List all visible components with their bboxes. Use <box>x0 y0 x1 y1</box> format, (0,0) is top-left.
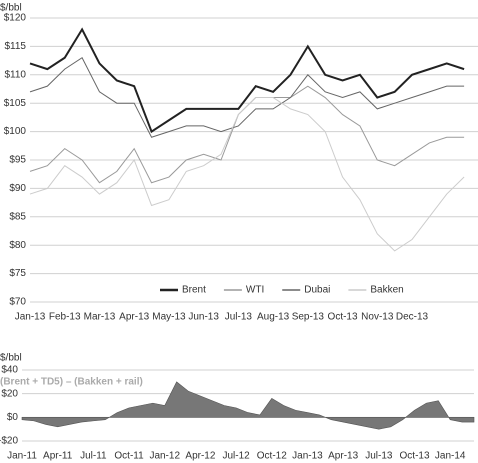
series-line <box>29 57 465 138</box>
y-tick-label: $20 <box>1 388 18 399</box>
y-tick-label: -$20 <box>0 436 18 447</box>
y-tick-label: $80 <box>9 240 26 251</box>
x-tick-label: Apr-13 <box>328 451 358 462</box>
y-tick-label: $90 <box>9 183 26 194</box>
x-tick-label: Jan-12 <box>149 451 180 462</box>
y-tick-label: $100 <box>4 126 27 137</box>
x-tick-label: Apr-12 <box>185 451 215 462</box>
x-tick-label: Sep-13 <box>292 312 325 323</box>
y-tick-label: $110 <box>4 69 26 80</box>
x-tick-label: Oct-11 <box>114 451 144 462</box>
legend-label: Brent <box>182 285 206 296</box>
y-tick-label: $70 <box>9 297 26 308</box>
x-tick-label: Nov-13 <box>361 312 394 323</box>
y-tick-label: $0 <box>7 412 19 423</box>
y-tick-label: $120 <box>4 13 27 24</box>
x-tick-label: Dec-13 <box>396 312 429 323</box>
y-tick-label: $95 <box>9 155 26 166</box>
series-line <box>29 85 465 184</box>
x-tick-label: Mar-13 <box>84 312 116 323</box>
y-tick-label: $40 <box>1 365 18 376</box>
x-tick-label: Jan-14 <box>435 451 466 462</box>
y-tick-label: $105 <box>4 98 27 109</box>
x-tick-label: Jul-11 <box>80 451 107 462</box>
y-tick-label: $115 <box>4 41 26 52</box>
series-line <box>29 27 465 134</box>
x-tick-label: Jul-13 <box>225 312 253 323</box>
x-tick-label: Oct-13 <box>328 312 358 323</box>
series-line <box>29 97 465 252</box>
x-tick-label: Oct-12 <box>257 451 287 462</box>
y-axis-label: $/bbl <box>0 3 22 14</box>
y-axis-label: $/bbl <box>0 353 22 364</box>
legend-label: WTI <box>246 285 264 296</box>
x-tick-label: Jan-11 <box>7 451 37 462</box>
x-tick-label: Apr-13 <box>119 312 149 323</box>
x-tick-label: Jul-12 <box>222 451 250 462</box>
x-tick-label: Oct-13 <box>400 451 430 462</box>
x-tick-label: Jul-13 <box>365 451 393 462</box>
x-tick-label: Aug-13 <box>257 312 290 323</box>
legend-label: Dubai <box>304 285 330 296</box>
x-tick-label: Apr-11 <box>43 451 73 462</box>
spread-area <box>21 381 475 430</box>
x-tick-label: Jan-13 <box>292 451 323 462</box>
x-tick-label: May-13 <box>152 312 186 323</box>
x-tick-label: Jun-13 <box>188 312 219 323</box>
subtitle: (Brent + TD5) – (Bakken + rail) <box>0 377 143 388</box>
x-tick-label: Feb-13 <box>49 312 81 323</box>
y-tick-label: $75 <box>9 268 26 279</box>
legend-label: Bakken <box>370 285 403 296</box>
x-tick-label: Jan-13 <box>15 312 46 323</box>
y-tick-label: $85 <box>9 211 26 222</box>
